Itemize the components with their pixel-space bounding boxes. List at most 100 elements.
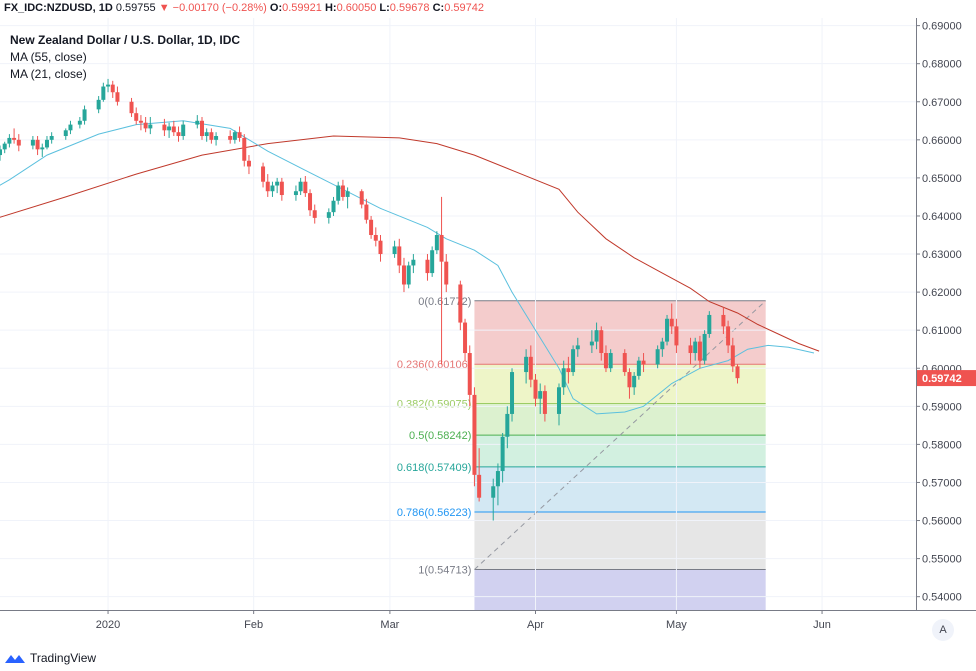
- candle: [608, 349, 613, 373]
- x-tick-label: Apr: [527, 619, 544, 631]
- candle: [96, 96, 101, 114]
- symbol-name: FX_IDC:NZDUSD, 1D: [4, 2, 113, 14]
- candle: [665, 314, 670, 346]
- candle: [232, 130, 237, 144]
- candle: [63, 128, 68, 140]
- candle: [237, 126, 242, 142]
- candle: [134, 107, 139, 125]
- y-tick-label: 0.54000: [922, 592, 962, 604]
- last-price-badge: 0.59742: [917, 370, 976, 387]
- candle: [477, 448, 482, 502]
- candle: [556, 383, 561, 426]
- y-tick-label: 0.63000: [922, 249, 962, 261]
- legend-ma21[interactable]: MA (21, close): [10, 67, 87, 81]
- candle: [589, 330, 594, 354]
- candle: [524, 349, 529, 384]
- candle: [627, 368, 632, 399]
- candle: [655, 345, 660, 369]
- fib-zone: [474, 364, 766, 404]
- candle: [246, 155, 251, 175]
- y-tick-label: 0.67000: [922, 97, 962, 109]
- candle: [204, 128, 209, 142]
- candle: [707, 311, 712, 338]
- candle: [167, 122, 172, 138]
- ma21-line: [0, 120, 815, 415]
- candle: [214, 132, 219, 146]
- fib-level-label: 0.5(0.58242): [409, 430, 471, 442]
- candle: [495, 463, 500, 506]
- candle: [439, 196, 444, 365]
- fib-zone: [474, 403, 766, 436]
- y-tick-label: 0.59000: [922, 401, 962, 413]
- candle: [434, 231, 439, 255]
- candle: [430, 246, 435, 277]
- legend-title: New Zealand Dollar / U.S. Dollar, 1D, ID…: [10, 33, 240, 47]
- y-tick-label: 0.61000: [922, 325, 962, 337]
- candle: [336, 181, 341, 205]
- symbol-header: FX_IDC:NZDUSD, 1D 0.59755 ▼ −0.00170 (−0…: [4, 2, 484, 14]
- candle: [176, 126, 181, 142]
- candle: [68, 120, 73, 135]
- candle: [693, 337, 698, 361]
- fib-trend-line[interactable]: [474, 300, 767, 570]
- fib-level-label: 1(0.54713): [418, 565, 471, 577]
- candle: [622, 349, 627, 376]
- candle: [7, 134, 12, 148]
- grid: [0, 18, 916, 610]
- candle: [697, 335, 702, 369]
- candle: [660, 337, 665, 357]
- fib-level-label: 0.618(0.57409): [397, 462, 472, 474]
- tradingview-branding[interactable]: TradingView: [4, 651, 96, 665]
- close-value: 0.59742: [444, 2, 484, 14]
- candle: [138, 115, 143, 131]
- candle: [397, 238, 402, 274]
- legend-ma55[interactable]: MA (55, close): [10, 50, 87, 64]
- low-value: 0.59678: [389, 2, 430, 14]
- candle: [279, 177, 284, 201]
- candle: [730, 337, 735, 373]
- candle: [721, 307, 726, 334]
- candle: [162, 118, 167, 137]
- auto-scale-button[interactable]: A: [932, 619, 954, 641]
- y-tick-label: 0.58000: [922, 439, 962, 451]
- tradingview-logo-icon: [5, 655, 25, 663]
- fib-level-label: 0(0.61772): [418, 296, 471, 308]
- moving-averages: [0, 120, 820, 415]
- candle: [571, 345, 576, 376]
- open-value: 0.59921: [282, 2, 322, 14]
- candles: [0, 78, 740, 521]
- candle: [641, 353, 646, 373]
- candle: [401, 257, 406, 293]
- fib-level-label: 0.382(0.59075): [397, 398, 472, 410]
- y-tick-label: 0.62000: [922, 287, 962, 299]
- fib-zone: [474, 512, 766, 570]
- candle: [326, 208, 331, 224]
- fib-zone: [474, 466, 766, 513]
- open-label: O:: [269, 2, 283, 14]
- candle: [463, 318, 468, 361]
- x-tick-label: May: [666, 619, 687, 631]
- candle: [702, 330, 707, 365]
- fibonacci-retracement[interactable]: 0(0.61772) 0.236(0.60106) 0.382(0.59075) 0.…: [397, 296, 767, 610]
- ma55-line: [0, 135, 820, 352]
- y-tick-label: 0.65000: [922, 173, 962, 185]
- candle: [129, 97, 134, 117]
- candle: [378, 235, 383, 262]
- last-price-badge-label: 0.59742: [922, 373, 962, 385]
- candle: [345, 187, 350, 209]
- candle: [688, 337, 693, 365]
- close-label: C:: [432, 2, 445, 14]
- candle: [533, 373, 538, 407]
- candle: [106, 78, 111, 93]
- candle: [528, 345, 533, 388]
- candle: [195, 115, 200, 129]
- candle: [566, 356, 571, 384]
- candle: [599, 326, 604, 361]
- candle: [35, 136, 40, 156]
- price-chart[interactable]: 0(0.61772)0.236(0.60106)0.382(0.59075)0.…: [0, 18, 976, 646]
- candle: [500, 432, 505, 483]
- candle: [505, 406, 510, 449]
- y-tick-label: 0.56000: [922, 516, 962, 528]
- y-tick-label: 0.55000: [922, 554, 962, 566]
- x-tick-label: Feb: [244, 619, 263, 631]
